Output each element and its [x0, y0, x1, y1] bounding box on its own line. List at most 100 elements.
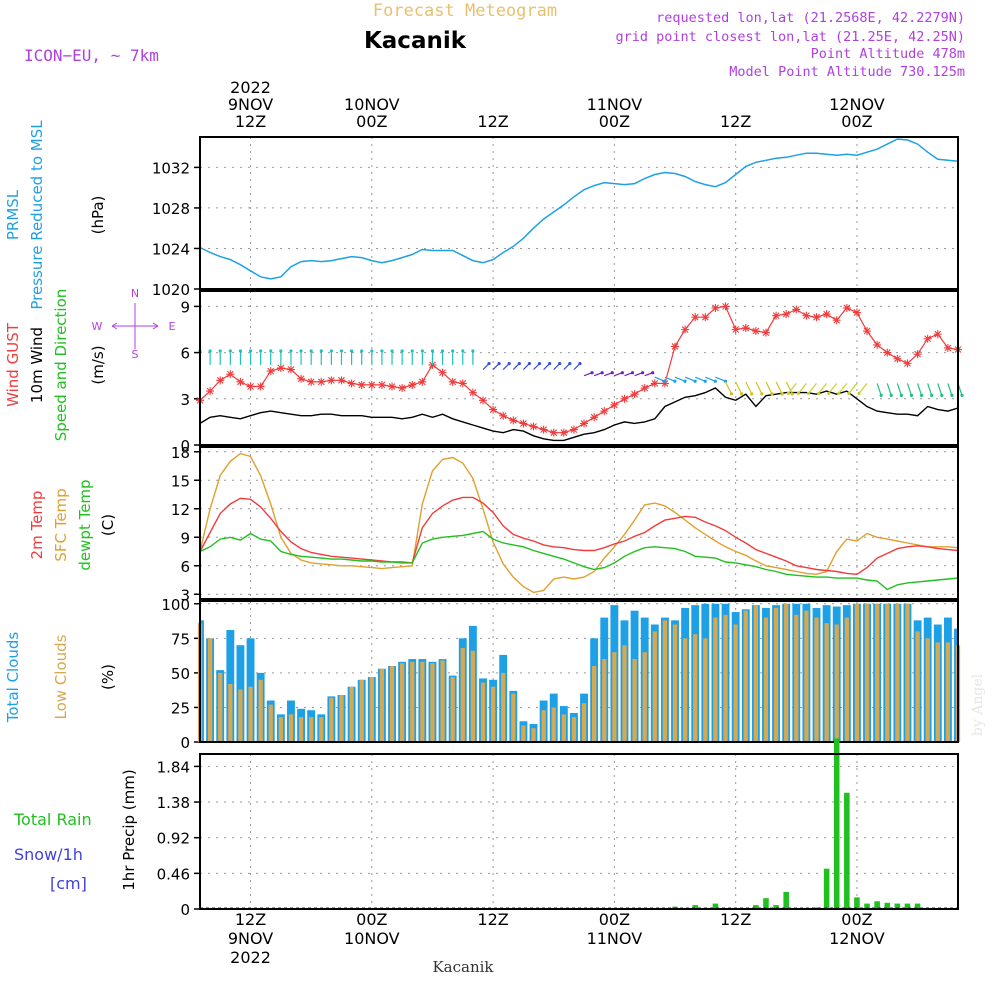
gust-marker	[276, 364, 285, 372]
low-cloud-bar	[662, 620, 668, 742]
wind-direction-arrow	[917, 383, 923, 396]
compass-arrows	[111, 303, 159, 349]
wind-direction-arrow	[755, 381, 763, 395]
low-cloud-bar	[642, 652, 647, 742]
location-title: Kacanik	[364, 28, 467, 54]
gust-marker	[549, 428, 558, 437]
wind-direction-arrow	[695, 376, 706, 382]
wind-arrow-head	[673, 379, 677, 383]
gust-marker	[751, 327, 760, 336]
low-cloud-bar	[400, 663, 405, 742]
wind-arrow-head	[729, 392, 734, 396]
y-tick-label: 0	[180, 901, 190, 919]
y-tick-label: 1028	[152, 200, 190, 218]
low-cloud-bar	[622, 645, 627, 742]
wind-direction-arrow	[674, 376, 686, 382]
rain-bar	[783, 891, 789, 909]
temp-ylabel: (C)	[99, 514, 117, 536]
low-cloud-bar	[349, 686, 354, 742]
wind-direction-arrow	[927, 383, 933, 396]
low-cloud-bar	[713, 617, 718, 742]
y-tick-label: 18	[171, 444, 190, 462]
wind-direction-arrow	[808, 383, 817, 394]
wind-arrow-head	[703, 379, 707, 383]
gust-marker	[883, 348, 892, 357]
low-cloud-bar	[935, 642, 940, 742]
gust-marker	[519, 419, 528, 428]
low-cloud-bar	[207, 638, 213, 742]
wind-arrow-head	[630, 371, 635, 375]
wind-arrow-head	[218, 349, 222, 353]
low-cloud-bar	[723, 614, 728, 742]
gust-marker	[893, 354, 902, 363]
low-cloud-bar	[794, 614, 799, 742]
pressure-ylabel: (hPa)	[89, 196, 107, 235]
gust-marker	[873, 340, 882, 349]
rain-bar	[874, 901, 880, 909]
gust-marker	[317, 377, 326, 386]
wind-direction-arrow	[848, 383, 858, 394]
wind-direction-arrow	[947, 383, 953, 396]
low-cloud-bar	[410, 661, 415, 742]
gust-marker	[832, 316, 841, 325]
y-tick-label: 75	[171, 630, 190, 648]
bottom-axis-day: 12NOV	[829, 929, 885, 948]
rain-label: Total Rain	[13, 810, 92, 829]
gust-marker	[307, 377, 316, 386]
wind-arrow-head	[248, 349, 253, 353]
gust-label: Wind GUST	[4, 322, 22, 407]
wind-arrow-head	[517, 361, 521, 366]
wind-arrow-head	[740, 392, 744, 396]
gust-marker	[509, 416, 518, 425]
low-cloud-bar	[581, 703, 587, 742]
y-tick-label: 25	[171, 699, 190, 717]
wind-direction-arrow	[765, 381, 773, 395]
top-axis-hour: 12Z	[235, 112, 266, 131]
gust-marker	[216, 376, 225, 385]
y-tick-label: 1024	[152, 240, 190, 258]
wind-arrow-head	[440, 349, 445, 353]
snow-unit-label: [cm]	[50, 874, 87, 893]
gust-marker	[802, 311, 811, 320]
y-tick-label: 0	[180, 437, 190, 455]
low-cloud-bar	[329, 697, 334, 742]
wind-arrow-head	[806, 391, 811, 395]
wind-arrow-head	[713, 379, 717, 383]
gust-marker	[671, 342, 680, 351]
y-tick-label: 6	[180, 345, 190, 363]
low-cloud-bar	[824, 623, 829, 742]
wind-arrow-head	[471, 349, 475, 353]
wind-arrow-head	[390, 349, 394, 353]
wind-arrow-head	[558, 361, 562, 366]
gust-marker	[529, 422, 538, 431]
wind-arrow-head	[770, 392, 774, 396]
panel-precip: 0 0.46 0.92 1.38 1.84	[157, 738, 958, 919]
bottom-axis-hour: 12Z	[720, 910, 751, 929]
gust-marker	[256, 382, 265, 391]
gust-marker	[852, 308, 861, 317]
panel-border-wind	[199, 290, 959, 446]
pressure-label-1: PRMSL	[4, 189, 22, 240]
gust-marker	[842, 303, 851, 312]
y-tick-label: 100	[161, 596, 190, 614]
low-cloud-bar	[258, 679, 263, 742]
wind-direction-arrow	[838, 383, 848, 394]
low-cloud-bar	[480, 682, 486, 742]
temp-2m-line	[199, 496, 959, 576]
low-cloud-bar	[389, 665, 395, 742]
wind-arrow-head	[279, 349, 283, 353]
gust-marker	[489, 405, 498, 414]
top-axis-day: 10NOV	[344, 95, 400, 114]
gust-marker	[580, 419, 589, 428]
gust-marker	[721, 302, 730, 311]
wind-arrow-head	[339, 349, 344, 353]
wind-line	[199, 387, 959, 442]
snow-label: Snow/1h	[14, 845, 83, 864]
low-cloud-bar	[218, 672, 223, 742]
low-cloud-bar	[915, 631, 920, 742]
gust-marker	[761, 328, 770, 337]
cloud-ylabel: (%)	[99, 664, 117, 690]
wind-direction-arrow	[785, 381, 793, 395]
gust-marker	[327, 376, 336, 385]
